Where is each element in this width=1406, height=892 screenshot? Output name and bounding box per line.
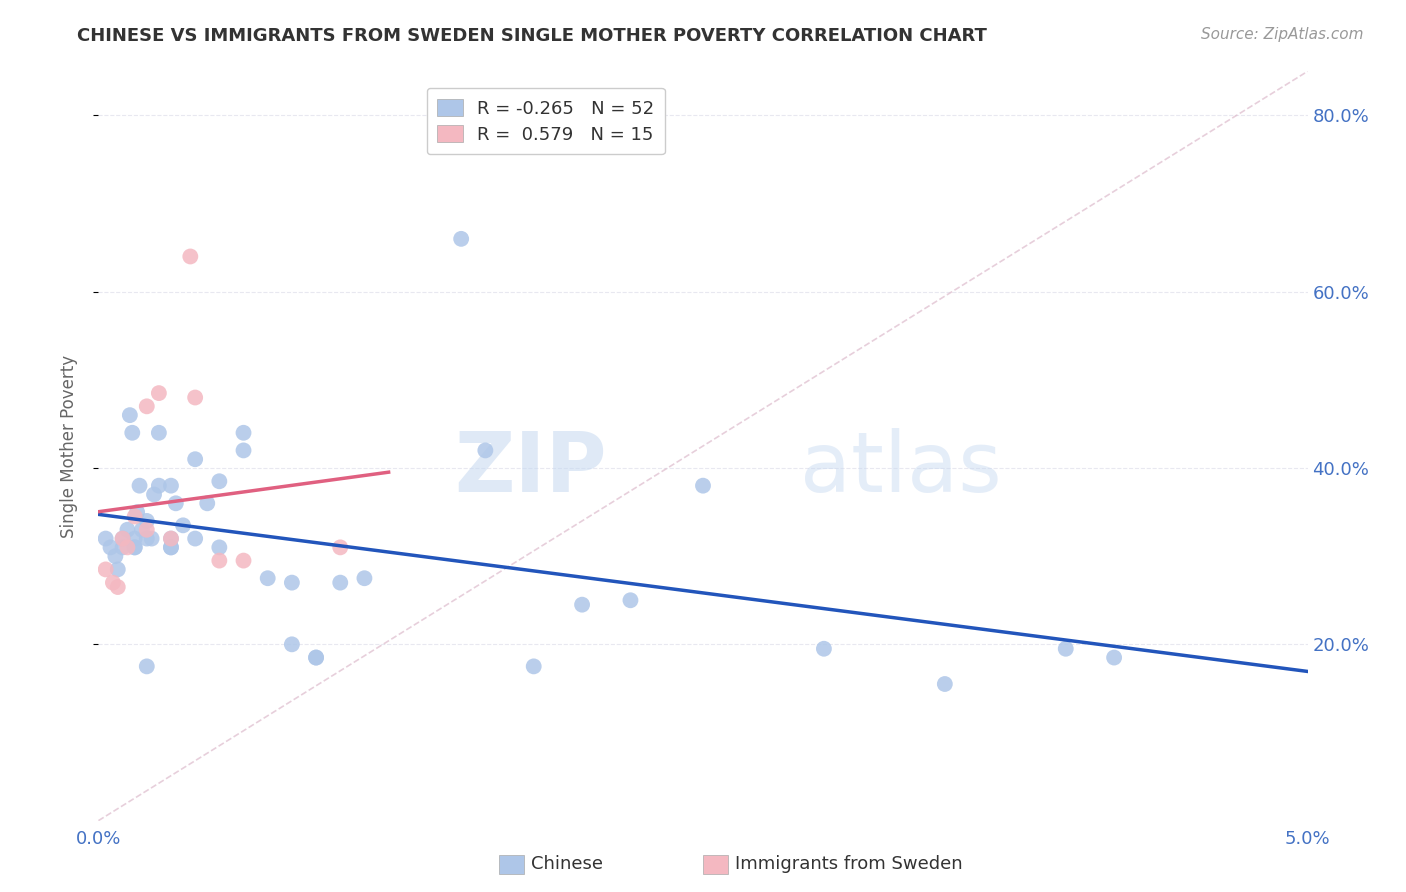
Point (135, 659, 157, 673)
Point (124, 541, 146, 555)
Point (143, 487, 166, 501)
Point (141, 532, 163, 546)
Point (111, 532, 134, 546)
Point (135, 523, 157, 537)
Point (101, 575, 124, 590)
Point (135, 514, 157, 528)
Point (148, 478, 170, 492)
Point (117, 523, 139, 537)
Legend: R = -0.265   N = 52, R =  0.579   N = 15: R = -0.265 N = 52, R = 0.579 N = 15 (426, 88, 665, 154)
Point (1054, 641, 1077, 656)
Point (135, 532, 157, 546)
Point (160, 541, 183, 555)
Point (118, 408, 141, 422)
Point (281, 637, 304, 651)
Point (329, 575, 352, 590)
Point (94, 532, 117, 546)
Point (523, 659, 546, 673)
Point (184, 452, 207, 467)
Point (232, 553, 254, 567)
Point (135, 400, 157, 414)
Point (184, 532, 207, 546)
Point (160, 532, 183, 546)
Point (256, 571, 278, 585)
Point (160, 478, 183, 492)
Point (124, 541, 146, 555)
Point (160, 541, 183, 555)
Point (172, 518, 194, 533)
Point (208, 553, 231, 567)
Point (104, 549, 127, 564)
Point (100, 541, 122, 555)
Point (165, 496, 187, 510)
Point (107, 562, 129, 576)
Point (305, 650, 328, 665)
Point (692, 478, 714, 492)
Point (131, 523, 153, 537)
Point (128, 478, 150, 492)
Point (232, 443, 254, 458)
Point (474, 443, 496, 458)
Point (160, 532, 183, 546)
Point (148, 425, 170, 440)
Point (329, 541, 352, 555)
Y-axis label: Single Mother Poverty: Single Mother Poverty (59, 354, 77, 538)
Point (571, 598, 593, 612)
Point (184, 391, 207, 405)
Point (619, 593, 641, 607)
Text: atlas: atlas (800, 428, 1001, 509)
Point (124, 509, 146, 524)
Point (305, 650, 328, 665)
Point (111, 541, 134, 555)
Point (281, 575, 304, 590)
Point (111, 532, 134, 546)
Point (934, 677, 956, 691)
Text: ZIP: ZIP (454, 428, 606, 509)
Point (813, 641, 835, 656)
Point (107, 580, 129, 594)
Text: CHINESE VS IMMIGRANTS FROM SWEDEN SINGLE MOTHER POVERTY CORRELATION CHART: CHINESE VS IMMIGRANTS FROM SWEDEN SINGLE… (77, 27, 987, 45)
Point (353, 571, 375, 585)
Point (450, 232, 472, 246)
Point (208, 541, 231, 555)
Point (94, 562, 117, 576)
Text: Source: ZipAtlas.com: Source: ZipAtlas.com (1201, 27, 1364, 42)
Point (195, 496, 218, 510)
Text: Immigrants from Sweden: Immigrants from Sweden (735, 855, 963, 873)
Point (127, 505, 149, 519)
Text: Chinese: Chinese (531, 855, 603, 873)
Point (117, 541, 139, 555)
Point (124, 532, 146, 546)
Point (232, 425, 254, 440)
Point (148, 386, 170, 401)
Point (179, 250, 201, 264)
Point (121, 425, 143, 440)
Point (1102, 650, 1125, 665)
Point (208, 475, 231, 489)
